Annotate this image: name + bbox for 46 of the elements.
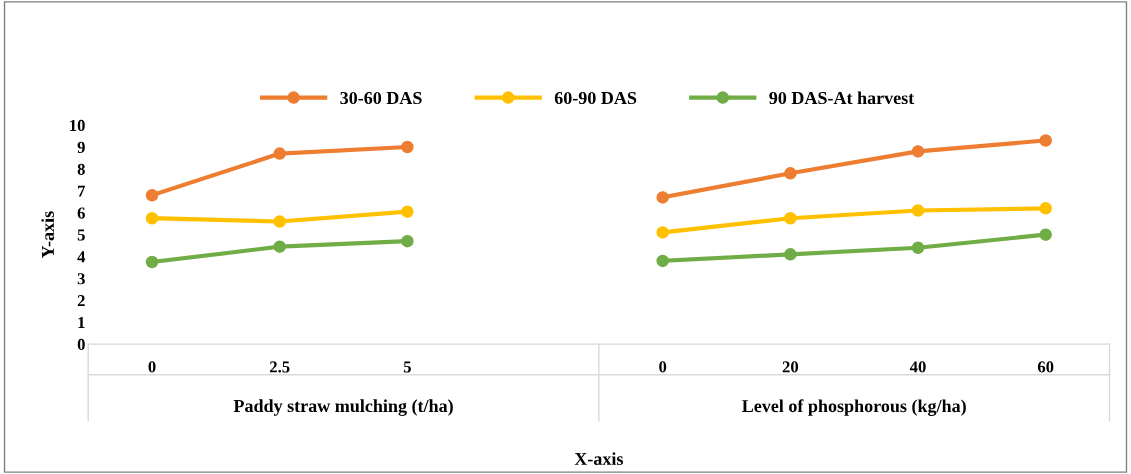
point <box>656 226 669 239</box>
point <box>273 240 286 253</box>
x-tick-label: 5 <box>403 361 411 373</box>
y-tick-label: 6 <box>77 207 85 219</box>
legend-label: 60-90 DAS <box>554 91 637 105</box>
point <box>784 211 797 225</box>
point <box>784 248 797 261</box>
x-tick-label: 20 <box>782 361 799 373</box>
point <box>273 215 286 228</box>
y-tick-label: 2 <box>77 295 85 307</box>
y-tick-label: 9 <box>77 141 85 153</box>
y-tick-label: 5 <box>77 229 85 241</box>
point <box>145 188 159 202</box>
point <box>911 145 925 158</box>
point <box>145 255 159 269</box>
x-tick-label: 0 <box>148 361 156 373</box>
text: Level of phosphorous (kg/ha) <box>742 399 966 416</box>
y-tick-label: 1 <box>78 317 85 329</box>
y-tick-label: 0 <box>77 338 85 351</box>
y-tick-label: 8 <box>77 163 85 175</box>
legend-label: 30-60 DAS <box>340 91 422 105</box>
y-axis-title: Y-axis <box>41 211 54 259</box>
y-tick-label: 4 <box>77 251 86 263</box>
x-tick-label: 2.5 <box>269 361 290 373</box>
x-tick-label: 40 <box>909 361 926 373</box>
point <box>784 167 797 180</box>
point <box>911 241 925 255</box>
x-tick-label: 0 <box>659 361 667 373</box>
point <box>656 191 669 204</box>
point <box>1039 202 1052 215</box>
y-tick-label: 10 <box>70 119 85 132</box>
y-tick-label: 3 <box>77 273 85 285</box>
point <box>145 211 159 225</box>
point <box>401 140 414 154</box>
legend-label: 90 DAS-At harvest <box>769 91 915 105</box>
x-axis-title: X-axis <box>574 452 623 465</box>
point <box>401 205 414 218</box>
text: Paddy straw mulching (t/ha) <box>233 399 453 416</box>
x-tick-label: 60 <box>1037 361 1054 373</box>
point <box>401 234 414 248</box>
point <box>1039 134 1052 147</box>
y-tick-label: 7 <box>78 185 86 197</box>
point <box>656 254 669 268</box>
point <box>273 147 286 160</box>
point <box>1039 228 1052 241</box>
point <box>911 204 925 217</box>
